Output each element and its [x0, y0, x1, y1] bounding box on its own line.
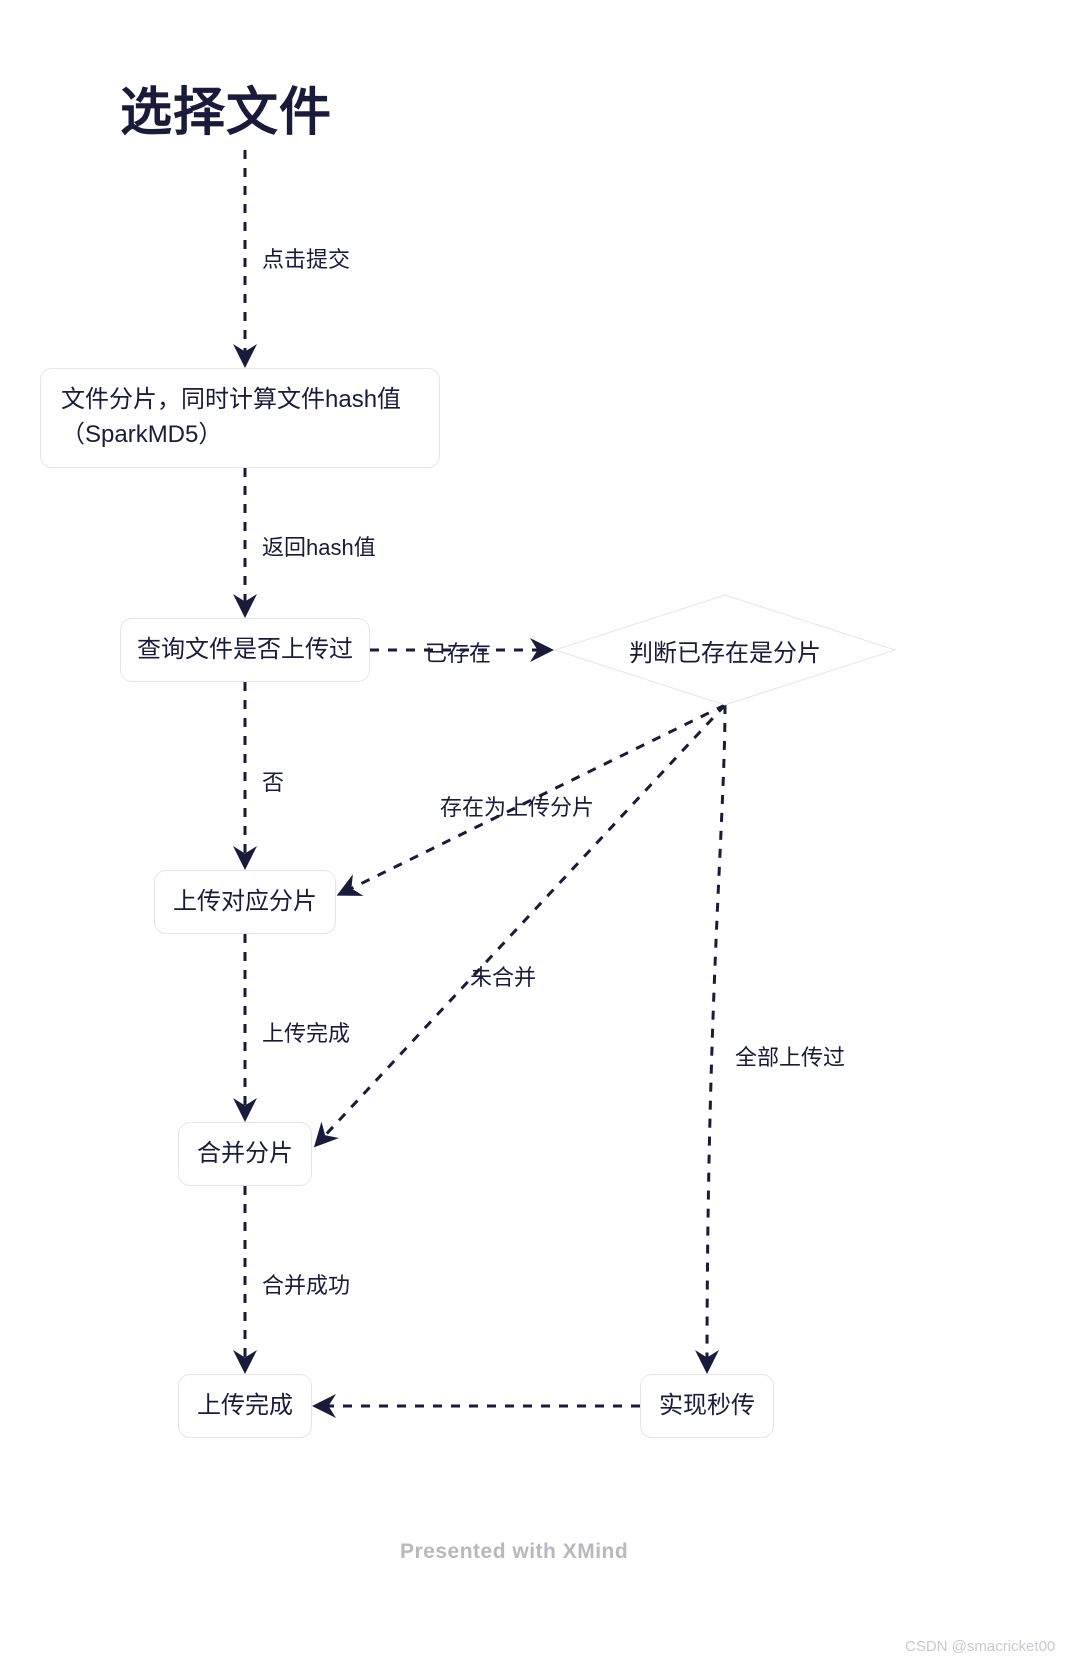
- edge-d1-n6: [707, 705, 725, 1368]
- node-merge-chunk-label: 合并分片: [197, 1137, 293, 1172]
- node-upload-done-label: 上传完成: [197, 1389, 293, 1424]
- edge-label-no: 否: [262, 765, 284, 797]
- edge-label-merge-ok: 合并成功: [262, 1268, 350, 1300]
- edge-label-upload-done: 上传完成: [262, 1016, 350, 1048]
- node-file-slice-label: 文件分片，同时计算文件hash值（SparkMD5）: [41, 369, 439, 467]
- edge-label-return-hash: 返回hash值: [262, 530, 376, 562]
- node-upload-chunk-label: 上传对应分片: [173, 885, 317, 920]
- edge-label-not-merged: 未合并: [470, 960, 536, 992]
- watermark: CSDN @smacricket00: [905, 1638, 1055, 1655]
- edge-label-submit: 点击提交: [262, 242, 350, 274]
- node-upload-chunk: 上传对应分片: [154, 870, 336, 934]
- footer-credit: Presented with XMind: [400, 1540, 628, 1564]
- edge-d1-n4: [318, 705, 725, 1143]
- edge-label-exists: 已存在: [425, 636, 491, 668]
- node-query-uploaded: 查询文件是否上传过: [120, 618, 370, 682]
- node-file-slice: 文件分片，同时计算文件hash值（SparkMD5）: [40, 368, 440, 468]
- page-title: 选择文件: [120, 70, 332, 145]
- node-merge-chunk: 合并分片: [178, 1122, 312, 1186]
- edge-label-exists-chunk: 存在为上传分片: [440, 790, 594, 822]
- node-instant-upload: 实现秒传: [640, 1374, 774, 1438]
- decision-diamond: 判断已存在是分片: [555, 595, 895, 705]
- node-upload-done: 上传完成: [178, 1374, 312, 1438]
- edges-layer: [0, 0, 1092, 1662]
- node-query-uploaded-label: 查询文件是否上传过: [137, 633, 353, 668]
- flowchart-canvas: 选择文件 文件分片，同时计算文件hash值（SparkMD5）: [0, 0, 1092, 1662]
- decision-diamond-label: 判断已存在是分片: [629, 633, 821, 668]
- node-instant-upload-label: 实现秒传: [659, 1389, 755, 1424]
- edge-label-all-uploaded: 全部上传过: [735, 1040, 845, 1072]
